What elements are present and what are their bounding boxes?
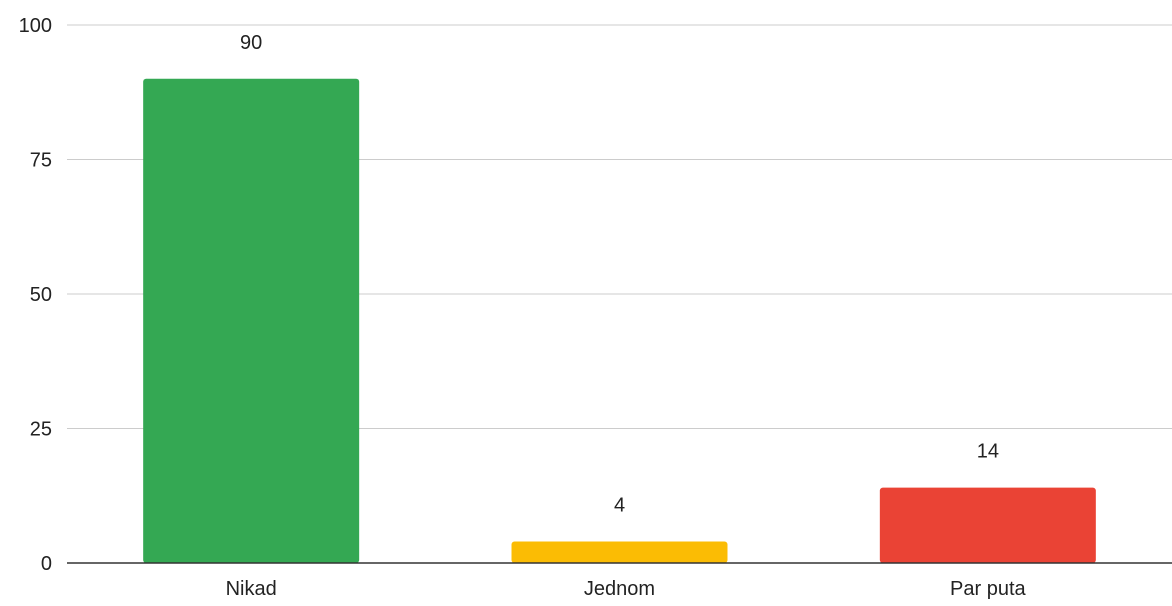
bar-nikad: [143, 78, 360, 564]
y-tick-label: 0: [41, 553, 52, 575]
data-label: 90: [240, 32, 262, 54]
bar-par-puta: [879, 487, 1096, 563]
x-tick-label: Jednom: [584, 578, 655, 600]
bars: [143, 78, 1096, 564]
y-axis-tick-labels: 0 25 50 75 100: [19, 15, 52, 575]
data-label: 4: [614, 494, 625, 516]
x-tick-label: Par puta: [950, 578, 1026, 600]
data-labels: 90 4 14: [240, 32, 999, 517]
y-tick-label: 75: [30, 150, 52, 172]
y-tick-label: 25: [30, 419, 52, 441]
y-tick-label: 100: [19, 15, 52, 37]
data-label: 14: [977, 441, 999, 463]
x-tick-label: Nikad: [226, 578, 277, 600]
y-tick-label: 50: [30, 284, 52, 306]
x-axis-tick-labels: Nikad Jednom Par puta: [226, 578, 1027, 600]
bar-jednom: [511, 541, 728, 563]
